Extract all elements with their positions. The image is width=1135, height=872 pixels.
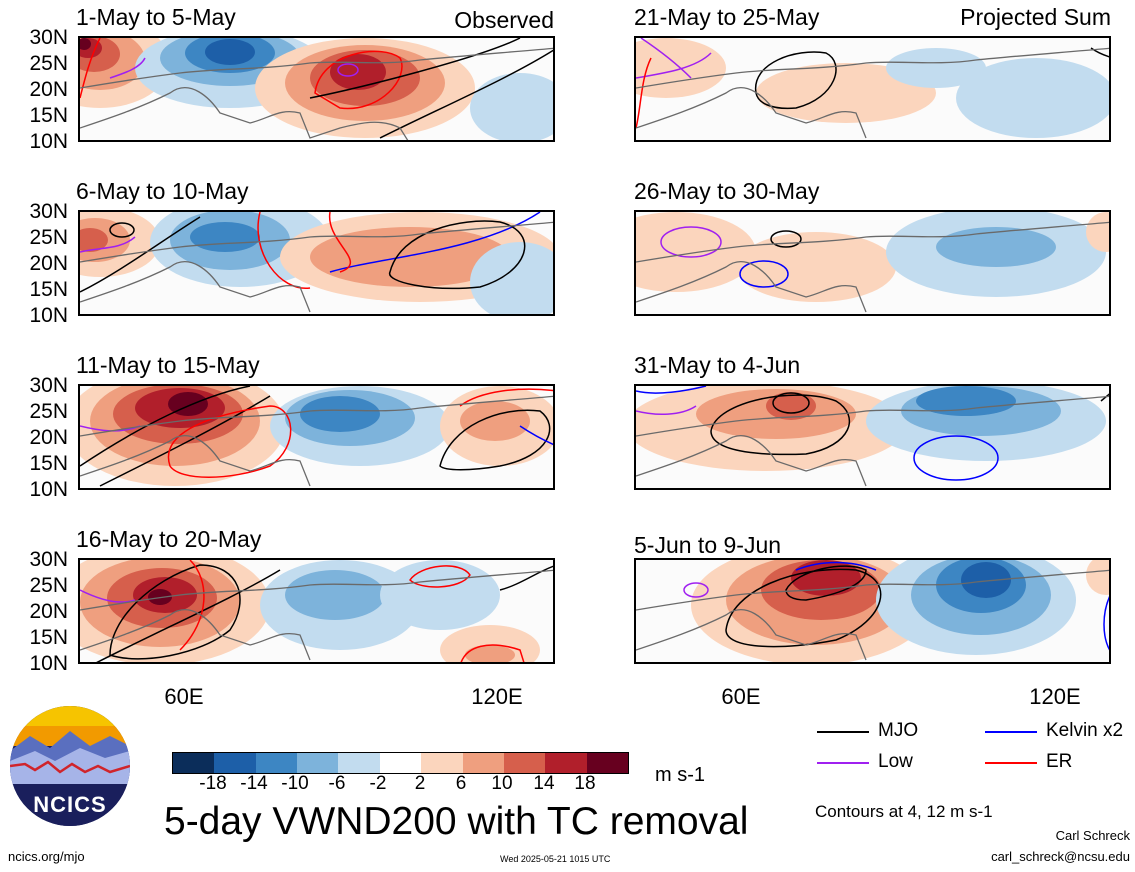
lat-label: 20N: [29, 426, 68, 449]
lon-label-120e-left: 120E: [471, 684, 523, 709]
lat-label: 10N: [29, 304, 68, 327]
colorbar-tick: 2: [414, 773, 426, 794]
colorbar-swatch: [255, 753, 298, 773]
colorbar-swatch: [421, 753, 463, 773]
lat-label: 10N: [29, 478, 68, 501]
logo-text: NCICS: [33, 792, 107, 817]
colorbar-tick: -2: [369, 773, 387, 794]
legend-label-er: ER: [1046, 751, 1073, 772]
lat-label: 25N: [29, 52, 68, 75]
colorbar-tick: -6: [328, 773, 346, 794]
panel-title-6: 26-May to 30-May: [634, 178, 820, 204]
lat-label: 25N: [29, 574, 68, 597]
units-label: m s-1: [655, 764, 705, 786]
map-panel-8: [634, 558, 1111, 664]
colorbar-tick: -18: [199, 773, 227, 794]
colorbar-swatch: [173, 753, 215, 773]
colorbar: [172, 752, 629, 774]
panel-title-5: 21-May to 25-May: [634, 4, 820, 30]
credit-name: Carl Schreck: [1055, 828, 1130, 843]
colorbar-swatch: [297, 753, 339, 773]
panel-title-4: 16-May to 20-May: [76, 526, 262, 552]
lon-label-60e-left: 60E: [164, 684, 204, 709]
lat-label: 20N: [29, 78, 68, 101]
lon-label-60e-right: 60E: [721, 684, 761, 709]
colorbar-swatch: [214, 753, 256, 773]
lat-label: 30N: [29, 200, 68, 223]
legend-swatch-kelvin: [985, 731, 1037, 733]
credit-email: carl_schreck@ncsu.edu: [991, 849, 1130, 864]
lat-label: 20N: [29, 252, 68, 275]
ncics-logo: NCICS: [10, 706, 130, 826]
map-panel-5: [634, 36, 1111, 142]
contour-note: Contours at 4, 12 m s-1: [815, 802, 993, 821]
colorbar-swatch: [586, 753, 628, 773]
lat-label: 15N: [29, 626, 68, 649]
panel-title-3: 11-May to 15-May: [76, 352, 260, 378]
lat-label: 25N: [29, 226, 68, 249]
projected-header: Projected Sum: [960, 4, 1111, 30]
map-panel-7: [634, 384, 1111, 490]
colorbar-swatch: [503, 753, 546, 773]
legend-label-mjo: MJO: [878, 720, 919, 741]
colorbar-tick: -10: [281, 773, 309, 794]
map-panel-2: [78, 210, 555, 316]
colorbar-tick: 6: [455, 773, 467, 794]
legend-swatch-er: [985, 762, 1037, 764]
site-url: ncics.org/mjo: [8, 849, 85, 864]
map-panel-1: [78, 36, 555, 142]
lon-label-120e-right: 120E: [1029, 684, 1081, 709]
lat-label: 20N: [29, 600, 68, 623]
colorbar-tick: 10: [491, 773, 513, 794]
map-panel-3: [78, 384, 555, 490]
panel-title-1: 1-May to 5-May: [76, 4, 236, 30]
map-panel-4: [78, 558, 555, 664]
panel-title-8: 5-Jun to 9-Jun: [634, 532, 782, 558]
lat-label: 30N: [29, 548, 68, 571]
main-title: 5-day VWND200 with TC removal: [164, 800, 749, 843]
colorbar-tick: -14: [240, 773, 268, 794]
lat-label: 15N: [29, 452, 68, 475]
lat-label: 15N: [29, 278, 68, 301]
colorbar-swatch: [462, 753, 504, 773]
colorbar-swatch: [338, 753, 380, 773]
colorbar-swatch: [379, 753, 422, 773]
colorbar-tick: 18: [574, 773, 596, 794]
legend-label-kelvin: Kelvin x2: [1046, 720, 1124, 741]
panel-title-7: 31-May to 4-Jun: [634, 352, 801, 378]
timestamp: Wed 2025-05-21 1015 UTC: [500, 854, 611, 864]
colorbar-tick: 14: [533, 773, 555, 794]
lat-label: 10N: [29, 130, 68, 153]
lat-label: 30N: [29, 374, 68, 397]
lat-label: 15N: [29, 104, 68, 127]
lat-label: 10N: [29, 652, 68, 675]
legend-label-low: Low: [878, 751, 913, 772]
observed-header: Observed: [454, 7, 554, 33]
panel-title-2: 6-May to 10-May: [76, 178, 249, 204]
lat-label: 25N: [29, 400, 68, 423]
lat-label: 30N: [29, 26, 68, 49]
colorbar-swatch: [545, 753, 587, 773]
legend-swatch-mjo: [817, 731, 869, 733]
map-panel-6: [634, 210, 1111, 316]
legend-swatch-low: [817, 762, 869, 764]
